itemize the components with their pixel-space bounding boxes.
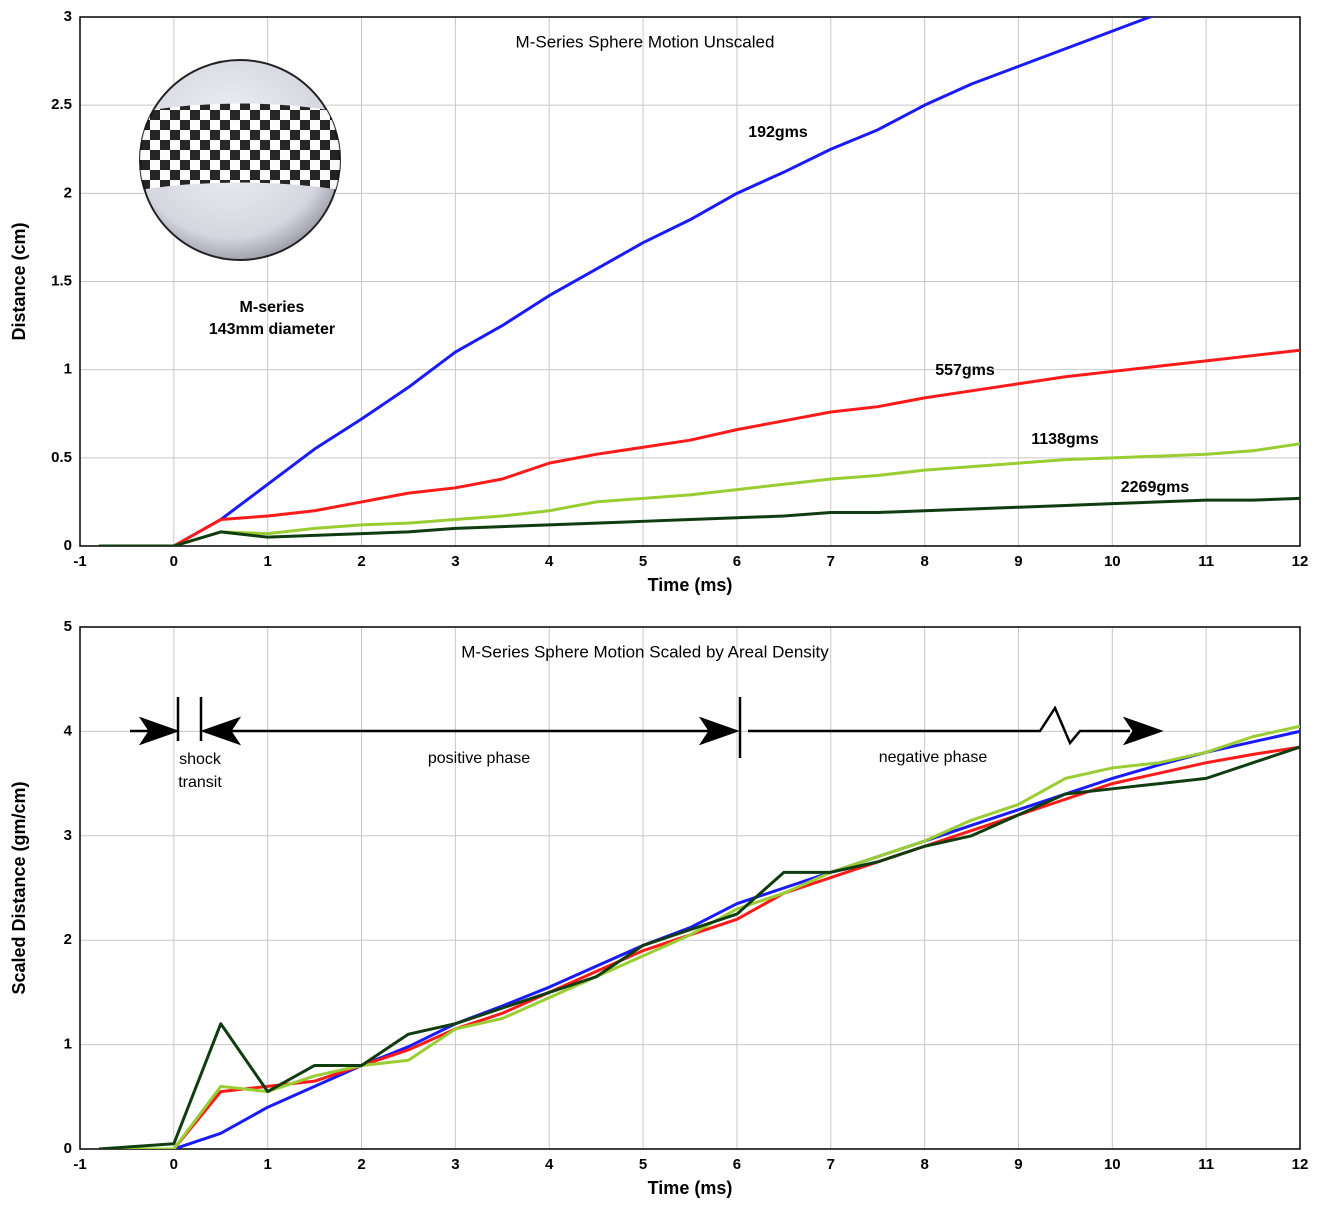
annotation: negative phase — [879, 749, 988, 766]
data-line — [98, 729, 1300, 1149]
data-line — [98, 17, 1155, 546]
y-tick-label: 3 — [64, 8, 72, 25]
x-tick-label: 4 — [545, 1156, 554, 1173]
x-tick-label: 11 — [1198, 1156, 1214, 1173]
y-axis-label: Distance (cm) — [9, 222, 29, 340]
phase-arrows — [130, 697, 1164, 758]
x-tick-label: 10 — [1104, 553, 1121, 570]
x-tick-label: 10 — [1104, 1156, 1121, 1173]
plot-frame — [79, 16, 1301, 547]
x-tick-label: 4 — [545, 553, 554, 570]
y-tick-label: 3 — [64, 827, 72, 844]
x-tick-label: 9 — [1014, 1156, 1022, 1173]
x-tick-label: 9 — [1014, 553, 1022, 570]
y-tick-label: 2 — [64, 931, 72, 948]
x-tick-label: -1 — [73, 1156, 86, 1173]
x-tick-label: 0 — [170, 1156, 178, 1173]
x-tick-label: -1 — [73, 553, 86, 570]
y-tick-label: 2 — [64, 184, 72, 201]
x-tick-label: 12 — [1292, 553, 1309, 570]
x-tick-label: 2 — [357, 1156, 365, 1173]
y-tick-label: 0 — [64, 1140, 72, 1157]
x-tick-label: 5 — [639, 1156, 647, 1173]
data-line — [98, 496, 1300, 546]
x-tick-label: 6 — [733, 553, 741, 570]
annotation: shock — [179, 751, 222, 768]
annotation: 143mm diameter — [209, 321, 335, 338]
x-tick-label: 12 — [1292, 1156, 1309, 1173]
y-tick-label: 1 — [64, 361, 72, 378]
y-axis-label: Scaled Distance (gm/cm) — [9, 781, 29, 994]
series-label: 1138gms — [1031, 431, 1099, 448]
y-tick-label: 0.5 — [51, 449, 72, 466]
y-tick-label: 1 — [64, 1036, 72, 1053]
annotation: positive phase — [428, 750, 530, 767]
x-tick-label: 2 — [357, 553, 365, 570]
series-label: 557gms — [935, 362, 995, 379]
y-tick-label: 5 — [64, 618, 72, 635]
x-tick-label: 1 — [264, 553, 272, 570]
annotation: M-series — [240, 299, 305, 316]
y-tick-label: 4 — [64, 722, 73, 739]
y-tick-label: 2.5 — [51, 96, 72, 113]
data-line — [98, 745, 1300, 1149]
x-tick-label: 0 — [170, 553, 178, 570]
x-axis-label: Time (ms) — [648, 575, 733, 595]
x-tick-label: 7 — [827, 553, 835, 570]
x-tick-label: 3 — [451, 1156, 459, 1173]
y-tick-label: 1.5 — [51, 272, 72, 289]
annotation: transit — [178, 774, 222, 791]
x-tick-label: 8 — [920, 553, 928, 570]
x-tick-label: 7 — [827, 1156, 835, 1173]
data-line — [98, 745, 1300, 1149]
plot-frame — [79, 626, 1301, 1150]
y-tick-label: 0 — [64, 537, 72, 554]
sphere-photo — [139, 59, 341, 261]
x-axis-label: Time (ms) — [648, 1178, 733, 1198]
series-label: 192gms — [748, 124, 808, 141]
x-tick-label: 1 — [264, 1156, 272, 1173]
x-tick-label: 6 — [733, 1156, 741, 1173]
upper-chart: -1 0 1 2 3 4 5 6 7 8 9 10 11 1200.511.522.53M-Series … — [9, 8, 1309, 595]
x-tick-label: 11 — [1198, 553, 1214, 570]
chart-title: M-Series Sphere Motion Unscaled — [516, 32, 775, 51]
chart-title: M-Series Sphere Motion Scaled by Areal D… — [461, 642, 829, 661]
x-tick-label: 8 — [920, 1156, 928, 1173]
x-tick-label: 3 — [451, 553, 459, 570]
data-line — [98, 348, 1300, 546]
series-label: 2269gms — [1121, 479, 1190, 496]
data-line — [98, 442, 1300, 546]
x-tick-label: 5 — [639, 553, 647, 570]
